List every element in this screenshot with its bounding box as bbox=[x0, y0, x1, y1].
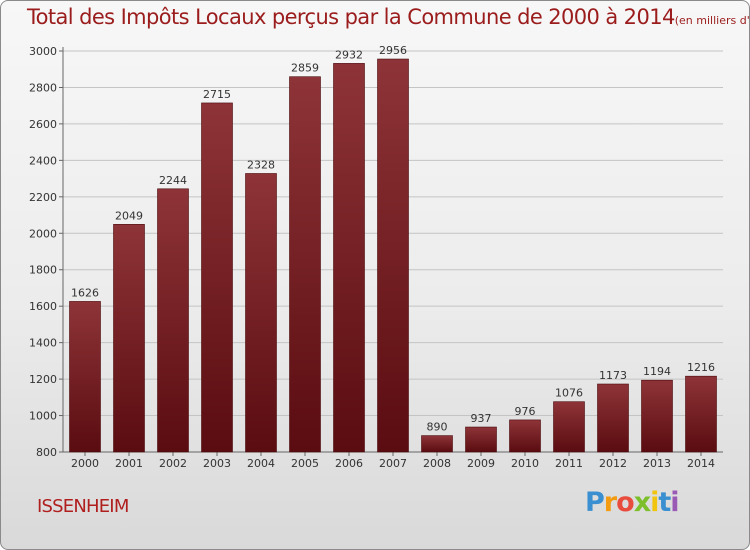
x-tick-labels: 2000 2001 2002 2003 2004 2005 2006 2007 2008 2009… bbox=[71, 457, 715, 470]
value-labels: 1626 2049 2244 2715 2328 2859 2932 2956 890 937 97… bbox=[71, 44, 715, 434]
logo-letter: o bbox=[616, 487, 635, 518]
chart-title: Total des Impôts Locaux perçus par la Co… bbox=[27, 5, 750, 29]
x-tick-label-2010: 2010 bbox=[511, 457, 539, 470]
chart-title-unit: (en milliers d'€) bbox=[674, 14, 750, 27]
commune-name: ISSENHEIM bbox=[37, 496, 129, 517]
value-label-2000: 1626 bbox=[71, 286, 99, 299]
value-label-2009: 937 bbox=[471, 412, 492, 425]
bar-2014 bbox=[685, 375, 717, 453]
value-label-2008: 890 bbox=[427, 421, 448, 434]
bar-2000 bbox=[69, 301, 101, 453]
x-tick-label-2013: 2013 bbox=[643, 457, 671, 470]
value-label-2012: 1173 bbox=[599, 369, 627, 382]
y-tick-label: 2200 bbox=[29, 191, 57, 204]
value-label-2005: 2859 bbox=[291, 62, 319, 75]
y-tick-label: 1200 bbox=[29, 373, 57, 386]
y-tick-label: 2800 bbox=[29, 81, 57, 94]
x-tick-label-2002: 2002 bbox=[159, 457, 187, 470]
bar-2007 bbox=[377, 58, 409, 453]
value-label-2014: 1216 bbox=[687, 361, 715, 374]
x-tick-label-2011: 2011 bbox=[555, 457, 583, 470]
bars bbox=[69, 58, 717, 453]
value-label-2001: 2049 bbox=[115, 209, 143, 222]
y-tick-labels: 800 1000 1200 1400 1600 1800 2000 2200 2400 2600 2… bbox=[29, 45, 57, 459]
logo-letter: i bbox=[650, 487, 659, 518]
value-label-2007: 2956 bbox=[379, 44, 407, 57]
y-tick-label: 800 bbox=[36, 446, 57, 459]
bar-2008 bbox=[421, 435, 453, 453]
bar-2009 bbox=[465, 426, 497, 453]
x-tick-label-2000: 2000 bbox=[71, 457, 99, 470]
x-tick-label-2006: 2006 bbox=[335, 457, 363, 470]
value-label-2013: 1194 bbox=[643, 365, 671, 378]
y-tick-label: 3000 bbox=[29, 45, 57, 58]
value-label-2006: 2932 bbox=[335, 48, 363, 61]
bar-2003 bbox=[201, 102, 233, 453]
value-label-2002: 2244 bbox=[159, 174, 187, 187]
bar-2011 bbox=[553, 401, 585, 453]
y-tick-label: 2600 bbox=[29, 118, 57, 131]
bar-2010 bbox=[509, 419, 541, 453]
x-tick-label-2005: 2005 bbox=[291, 457, 319, 470]
value-label-2011: 1076 bbox=[555, 387, 583, 400]
y-tick-label: 2000 bbox=[29, 227, 57, 240]
x-tick-label-2007: 2007 bbox=[379, 457, 407, 470]
y-tick-label: 1800 bbox=[29, 264, 57, 277]
logo-letter: P bbox=[585, 487, 605, 518]
logo-letter: i bbox=[670, 487, 679, 518]
x-tick-label-2004: 2004 bbox=[247, 457, 275, 470]
x-tick-label-2009: 2009 bbox=[467, 457, 495, 470]
bar-2012 bbox=[597, 383, 629, 453]
proxiti-logo: Proxiti bbox=[585, 487, 680, 518]
x-tick-label-2003: 2003 bbox=[203, 457, 231, 470]
bar-2013 bbox=[641, 379, 673, 453]
logo-letter: t bbox=[658, 487, 671, 518]
y-tick-label: 2400 bbox=[29, 154, 57, 167]
bar-2002 bbox=[157, 188, 189, 453]
x-tick-label-2001: 2001 bbox=[115, 457, 143, 470]
value-label-2003: 2715 bbox=[203, 88, 231, 101]
bar-chart: 1626 2049 2244 2715 2328 2859 2932 2956 890 937 97… bbox=[29, 44, 723, 470]
x-tick-label-2014: 2014 bbox=[687, 457, 715, 470]
bar-2004 bbox=[245, 173, 277, 453]
y-tick-label: 1600 bbox=[29, 300, 57, 313]
y-tick-label: 1400 bbox=[29, 337, 57, 350]
bar-2005 bbox=[289, 76, 321, 453]
x-tick-label-2008: 2008 bbox=[423, 457, 451, 470]
value-label-2004: 2328 bbox=[247, 158, 275, 171]
chart-title-main: Total des Impôts Locaux perçus par la Co… bbox=[27, 5, 675, 29]
y-tick-label: 1000 bbox=[29, 410, 57, 423]
logo-letter: r bbox=[603, 487, 617, 518]
x-tick-label-2012: 2012 bbox=[599, 457, 627, 470]
bar-2001 bbox=[113, 224, 145, 453]
bar-2006 bbox=[333, 63, 365, 453]
logo-letter: x bbox=[633, 487, 651, 518]
value-label-2010: 976 bbox=[515, 405, 536, 418]
